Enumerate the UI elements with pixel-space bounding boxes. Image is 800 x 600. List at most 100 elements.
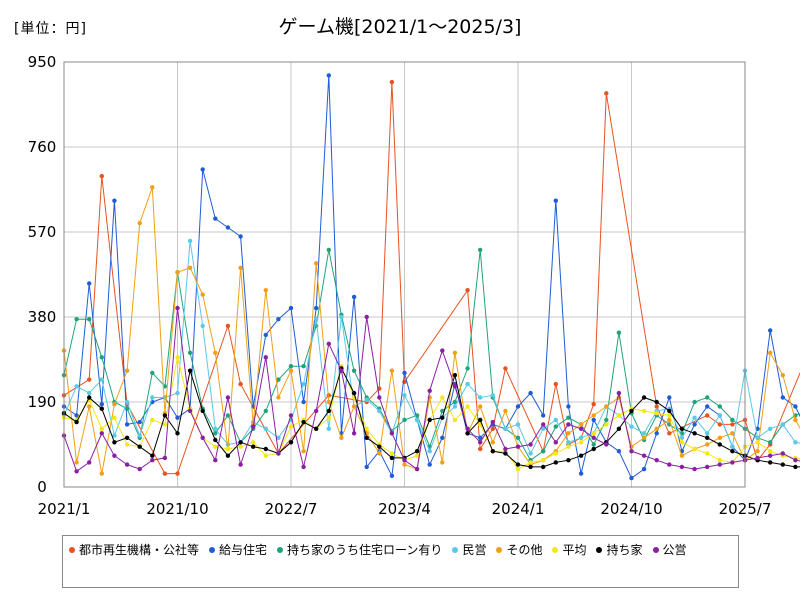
series-2 bbox=[61, 247, 800, 463]
data-point bbox=[780, 451, 785, 456]
data-point bbox=[541, 426, 546, 431]
data-point bbox=[288, 305, 294, 311]
data-point bbox=[213, 216, 218, 221]
data-point bbox=[99, 431, 105, 436]
data-point bbox=[793, 404, 798, 409]
data-point bbox=[263, 453, 268, 458]
data-point bbox=[200, 292, 205, 297]
data-point bbox=[225, 323, 231, 329]
data-point bbox=[389, 431, 395, 436]
data-point bbox=[515, 462, 521, 467]
data-point bbox=[288, 368, 294, 373]
data-point bbox=[490, 449, 495, 454]
data-point bbox=[705, 442, 710, 447]
data-point bbox=[452, 399, 458, 405]
data-point bbox=[730, 444, 735, 449]
data-point bbox=[263, 332, 268, 338]
data-point bbox=[667, 413, 672, 418]
data-point bbox=[503, 408, 508, 414]
data-point bbox=[124, 399, 130, 405]
data-point bbox=[641, 466, 647, 472]
data-point bbox=[768, 460, 773, 465]
data-point bbox=[705, 464, 710, 470]
data-point bbox=[503, 366, 508, 371]
legend-label: その他 bbox=[506, 543, 543, 557]
data-point bbox=[604, 404, 609, 409]
data-point bbox=[641, 431, 647, 436]
data-point bbox=[440, 395, 445, 400]
data-point bbox=[213, 350, 218, 355]
data-point bbox=[288, 413, 294, 418]
data-point bbox=[490, 393, 495, 398]
data-point bbox=[301, 364, 306, 369]
data-point bbox=[314, 261, 319, 266]
data-point bbox=[301, 381, 306, 387]
data-point bbox=[339, 314, 344, 320]
data-point bbox=[99, 355, 105, 360]
data-point bbox=[213, 437, 218, 443]
data-point bbox=[452, 417, 458, 423]
data-point bbox=[175, 431, 180, 436]
data-point bbox=[566, 444, 571, 449]
data-point bbox=[402, 370, 407, 376]
data-point bbox=[213, 458, 218, 463]
data-point bbox=[578, 453, 584, 458]
data-point bbox=[414, 417, 420, 423]
data-point bbox=[314, 408, 319, 414]
data-point bbox=[515, 466, 521, 472]
data-point bbox=[162, 455, 168, 461]
data-point bbox=[553, 381, 558, 387]
legend-marker bbox=[552, 546, 559, 553]
unit-label: [単位：円] bbox=[14, 21, 87, 37]
data-point bbox=[137, 220, 142, 226]
data-point bbox=[541, 413, 546, 418]
data-point bbox=[150, 395, 155, 400]
data-point bbox=[503, 451, 508, 456]
data-point bbox=[225, 395, 231, 400]
data-point bbox=[276, 377, 281, 382]
legend-label: 公営 bbox=[662, 543, 687, 557]
data-point bbox=[213, 426, 218, 431]
data-point bbox=[213, 431, 218, 436]
data-point bbox=[667, 395, 672, 400]
data-point bbox=[263, 446, 268, 452]
data-point bbox=[465, 366, 470, 371]
data-point bbox=[566, 431, 571, 436]
data-point bbox=[478, 404, 483, 409]
x-tick-label: 2022/7 bbox=[265, 500, 318, 518]
data-point bbox=[389, 473, 395, 478]
data-point bbox=[175, 390, 180, 396]
data-point bbox=[604, 417, 609, 423]
data-point bbox=[490, 419, 495, 425]
x-tick-label: 2025/7 bbox=[719, 500, 772, 518]
legend-item: 給与住宅 bbox=[209, 541, 267, 558]
data-point bbox=[314, 426, 319, 431]
data-point bbox=[112, 433, 117, 438]
data-point bbox=[717, 458, 722, 463]
data-point bbox=[74, 317, 79, 322]
data-point bbox=[137, 466, 142, 472]
data-point bbox=[364, 426, 369, 431]
data-point bbox=[112, 198, 117, 203]
data-point bbox=[377, 408, 382, 414]
data-point bbox=[616, 330, 622, 335]
y-tick-label: 380 bbox=[28, 308, 57, 326]
data-point bbox=[541, 464, 546, 470]
series-line bbox=[63, 82, 800, 475]
data-point bbox=[175, 355, 180, 360]
data-point bbox=[137, 419, 142, 425]
legend-item: その他 bbox=[496, 541, 542, 558]
data-point bbox=[213, 444, 218, 449]
data-point bbox=[351, 368, 357, 373]
data-point bbox=[717, 462, 722, 467]
data-point bbox=[99, 402, 105, 407]
data-point bbox=[238, 444, 243, 449]
legend-marker bbox=[596, 546, 603, 553]
data-point bbox=[515, 422, 521, 427]
data-point bbox=[364, 397, 369, 402]
data-point bbox=[717, 404, 722, 409]
data-point bbox=[175, 305, 180, 311]
data-point bbox=[667, 408, 672, 414]
data-point bbox=[301, 449, 306, 454]
data-point bbox=[654, 458, 659, 463]
